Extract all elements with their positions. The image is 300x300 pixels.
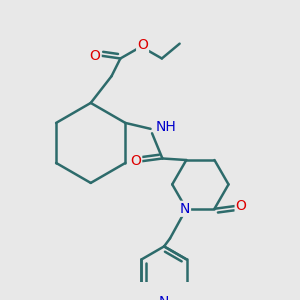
Text: N: N xyxy=(159,295,169,300)
Text: O: O xyxy=(130,154,141,168)
Text: O: O xyxy=(137,38,148,52)
Text: O: O xyxy=(236,199,247,213)
Text: O: O xyxy=(90,49,101,62)
Text: N: N xyxy=(180,202,190,216)
Text: NH: NH xyxy=(156,120,177,134)
